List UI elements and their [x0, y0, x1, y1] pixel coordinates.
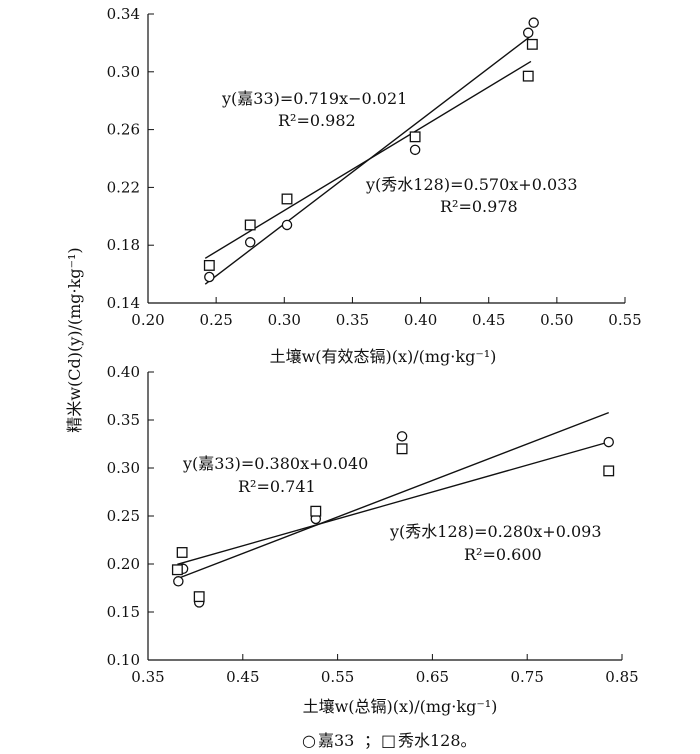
r2-jia33-bottom: R²=0.741 — [238, 477, 316, 496]
x-tick-label: 0.20 — [131, 311, 164, 329]
data-point-xiushui — [203, 259, 215, 271]
y-tick-label: 0.14 — [107, 294, 140, 312]
data-point-jia33 — [281, 219, 293, 231]
y-axis-title-shared: 精米w(Cd)(y)/(mg·kg⁻¹) — [65, 247, 84, 432]
y-tick-label: 0.10 — [107, 651, 140, 669]
equation-xiushui-bottom: y(秀水128)=0.280x+0.093 — [389, 522, 602, 541]
y-tick-label: 0.30 — [107, 459, 140, 477]
data-point-xiushui — [310, 505, 322, 517]
equation-jia33-top: y(嘉33)=0.719x−0.021 — [221, 89, 407, 108]
y-tick-label: 0.35 — [107, 411, 140, 429]
legend-separator: ； — [364, 731, 380, 750]
data-point-xiushui — [526, 38, 538, 50]
y-tick-label: 0.25 — [107, 507, 140, 525]
x-tick-label: 0.45 — [472, 311, 505, 329]
data-point-xiushui — [244, 219, 256, 231]
legend-circle-icon: ○ — [302, 731, 316, 750]
data-point-jia33 — [173, 576, 184, 587]
data-point-xiushui — [396, 443, 408, 455]
legend-label-jia33: 嘉33 — [318, 731, 354, 750]
data-point-xiushui — [171, 564, 183, 576]
y-tick-label: 0.18 — [107, 236, 140, 254]
x-tick-label: 0.65 — [416, 668, 449, 686]
r2-xiushui-top: R²=0.978 — [440, 197, 518, 216]
equation-jia33-bottom: y(嘉33)=0.380x+0.040 — [182, 454, 368, 473]
y-tick-label: 0.26 — [107, 121, 140, 139]
data-point-jia33 — [204, 271, 215, 283]
data-point-xiushui — [176, 547, 188, 558]
data-point-jia33 — [409, 144, 421, 156]
x-tick-label: 0.40 — [404, 311, 437, 329]
data-point-xiushui — [409, 131, 421, 143]
y-tick-label: 0.34 — [107, 5, 140, 23]
chart-bottom: 0.35 0.45 0.55 0.65 0.75 0.85 0.10 0.15 0.20 0.25… — [107, 363, 639, 716]
x-tick-label: 0.35 — [336, 311, 369, 329]
data-point-jia33 — [522, 27, 534, 39]
x-axis-title-bottom: 土壤w(总镉)(x)/(mg·kg⁻¹) — [303, 697, 498, 716]
data-point-xiushui — [281, 193, 293, 205]
legend-label-xiushui: 秀水128。 — [398, 731, 477, 750]
r2-xiushui-bottom: R²=0.600 — [464, 545, 542, 564]
x-tick-label: 0.85 — [605, 668, 638, 686]
y-tick-label: 0.22 — [107, 178, 140, 196]
data-point-jia33 — [603, 436, 614, 448]
y-tick-label: 0.30 — [107, 63, 140, 81]
equation-xiushui-top: y(秀水128)=0.570x+0.033 — [365, 175, 578, 194]
data-point-jia33 — [396, 431, 408, 442]
x-tick-label: 0.30 — [268, 311, 301, 329]
x-tick-label: 0.55 — [608, 311, 641, 329]
x-tick-label: 0.25 — [199, 311, 232, 329]
legend: ○ 嘉33 ； □ 秀水128。 — [302, 731, 477, 750]
fit-line-jia33 — [177, 411, 609, 580]
data-point-xiushui — [522, 70, 534, 82]
y-tick-label: 0.40 — [107, 363, 140, 381]
y-tick-label: 0.15 — [107, 603, 140, 621]
x-tick-label: 0.55 — [321, 668, 354, 686]
chart-top: 0.20 0.25 0.30 0.35 0.40 0.45 0.50 0.55 0.14 0.18… — [107, 5, 642, 366]
x-tick-label: 0.50 — [540, 311, 573, 329]
x-tick-label: 0.35 — [131, 668, 164, 686]
data-point-xiushui — [193, 591, 205, 603]
fit-line-xiushui — [204, 60, 532, 259]
data-point-jia33 — [528, 17, 539, 28]
data-point-jia33 — [244, 237, 256, 248]
r2-jia33-top: R²=0.982 — [278, 111, 356, 130]
data-point-xiushui — [603, 465, 615, 477]
fit-line-xiushui — [177, 441, 609, 565]
x-axis-title-top: 土壤w(有效态镉)(x)/(mg·kg⁻¹) — [270, 347, 497, 366]
x-tick-label: 0.45 — [226, 668, 259, 686]
x-tick-label: 0.75 — [510, 668, 543, 686]
y-tick-label: 0.20 — [107, 555, 140, 573]
legend-square-icon: □ — [381, 731, 396, 750]
